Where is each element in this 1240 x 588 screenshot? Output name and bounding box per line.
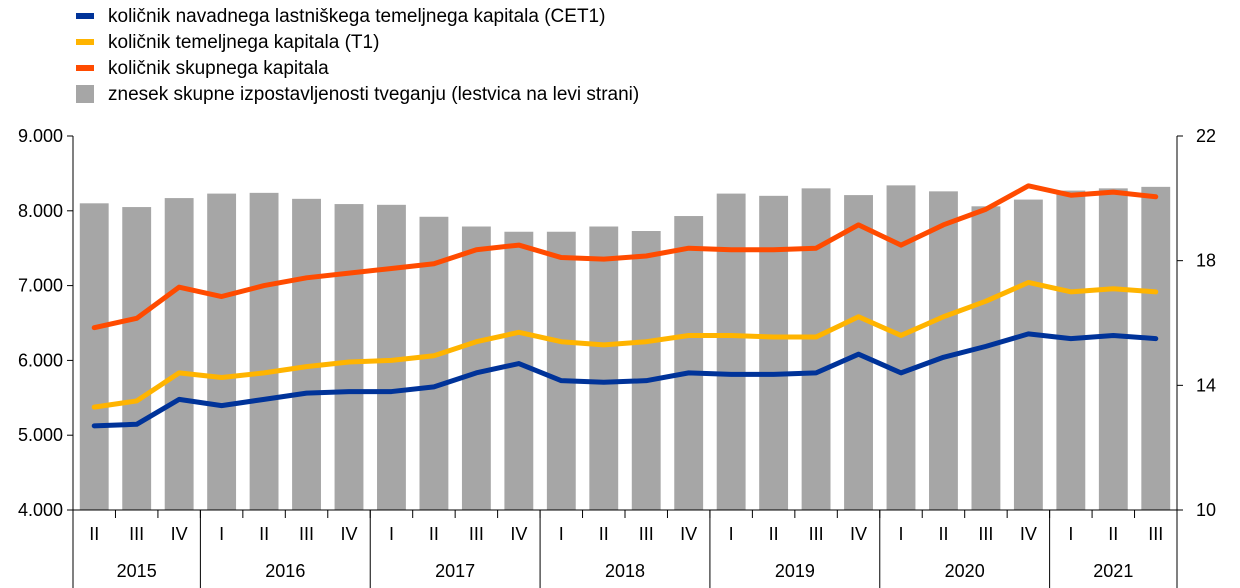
- year-label-2015: 2015: [117, 561, 157, 581]
- bar-exposure-24: [1098, 188, 1128, 511]
- quarter-label-1: III: [129, 524, 144, 544]
- quarter-label-9: III: [469, 524, 484, 544]
- line-t1: [91, 279, 1159, 410]
- quarter-label-23: I: [1068, 524, 1073, 544]
- bar-exposure-21: [971, 206, 1001, 510]
- bar-exposure-25: [1141, 186, 1171, 511]
- quarter-label-7: I: [389, 524, 394, 544]
- legend-label-exposure: znesek skupne izpostavljenosti tveganju …: [108, 84, 639, 105]
- quarter-label-14: IV: [680, 524, 697, 544]
- quarter-label-15: I: [729, 524, 734, 544]
- quarter-label-11: I: [559, 524, 564, 544]
- legend-label-t1: količnik temeljnega kapitala (T1): [108, 32, 379, 53]
- legend: količnik navadnega lastniškega temeljneg…: [76, 6, 639, 105]
- bar-series-exposure: [79, 185, 1171, 511]
- quarter-label-13: III: [639, 524, 654, 544]
- year-label-2019: 2019: [775, 561, 815, 581]
- quarter-label-19: I: [898, 524, 903, 544]
- legend-label-total: količnik skupnega kapitala: [108, 58, 329, 79]
- quarter-label-10: IV: [510, 524, 527, 544]
- bar-exposure-6: [334, 204, 364, 510]
- bar-exposure-15: [716, 193, 746, 510]
- axes: 4.0005.0006.0007.0008.0009.00010141822II…: [18, 126, 1216, 588]
- quarter-label-17: III: [809, 524, 824, 544]
- quarter-label-25: III: [1148, 524, 1163, 544]
- legend-swatch-exposure: [76, 85, 94, 103]
- quarter-label-2: IV: [171, 524, 188, 544]
- quarter-label-12: II: [599, 524, 609, 544]
- bar-exposure-2: [164, 198, 194, 510]
- bar-exposure-19: [886, 185, 916, 510]
- bar-exposure-17: [801, 188, 831, 511]
- quarter-label-22: IV: [1020, 524, 1037, 544]
- year-label-2017: 2017: [435, 561, 475, 581]
- bar-exposure-10: [504, 231, 534, 511]
- year-label-2020: 2020: [945, 561, 985, 581]
- bar-exposure-5: [292, 198, 321, 510]
- quarter-label-0: II: [89, 524, 99, 544]
- quarter-label-3: I: [219, 524, 224, 544]
- right-tick-label-2: 18: [1196, 251, 1216, 271]
- bar-exposure-12: [589, 226, 619, 510]
- bar-exposure-0: [79, 203, 109, 510]
- left-tick-label-4: 8.000: [18, 201, 63, 221]
- right-tick-label-1: 14: [1196, 375, 1216, 395]
- right-tick-label-3: 22: [1196, 126, 1216, 146]
- quarter-label-21: III: [978, 524, 993, 544]
- year-label-2018: 2018: [605, 561, 645, 581]
- quarter-label-6: IV: [340, 524, 357, 544]
- right-tick-label-0: 10: [1196, 500, 1216, 520]
- left-tick-label-3: 7.000: [18, 276, 63, 296]
- quarter-label-16: II: [769, 524, 779, 544]
- line-series: [91, 183, 1159, 429]
- left-tick-label-5: 9.000: [18, 126, 63, 146]
- quarter-label-24: II: [1108, 524, 1118, 544]
- year-label-2021: 2021: [1093, 561, 1133, 581]
- legend-label-cet1: količnik navadnega lastniškega temeljneg…: [108, 6, 605, 27]
- left-tick-label-2: 6.000: [18, 350, 63, 370]
- quarter-label-18: IV: [850, 524, 867, 544]
- bar-exposure-4: [249, 192, 279, 510]
- bar-exposure-20: [929, 191, 958, 510]
- left-tick-label-0: 4.000: [18, 500, 63, 520]
- legend-swatch-t1: [76, 39, 94, 45]
- bar-exposure-23: [1056, 190, 1086, 510]
- line-cet1: [91, 331, 1159, 429]
- bar-exposure-13: [631, 231, 661, 510]
- quarter-label-4: II: [259, 524, 269, 544]
- bar-exposure-22: [1013, 199, 1043, 510]
- bar-exposure-1: [122, 207, 152, 510]
- quarter-label-8: II: [429, 524, 439, 544]
- bar-exposure-14: [674, 216, 704, 511]
- legend-swatch-total: [76, 65, 94, 71]
- line-total: [91, 183, 1159, 331]
- year-label-2016: 2016: [265, 561, 305, 581]
- left-tick-label-1: 5.000: [18, 425, 63, 445]
- quarter-label-5: III: [299, 524, 314, 544]
- legend-swatch-cet1: [76, 13, 94, 19]
- bar-exposure-16: [759, 195, 789, 510]
- bar-exposure-3: [207, 193, 237, 510]
- bar-exposure-11: [546, 231, 576, 511]
- quarter-label-20: II: [938, 524, 948, 544]
